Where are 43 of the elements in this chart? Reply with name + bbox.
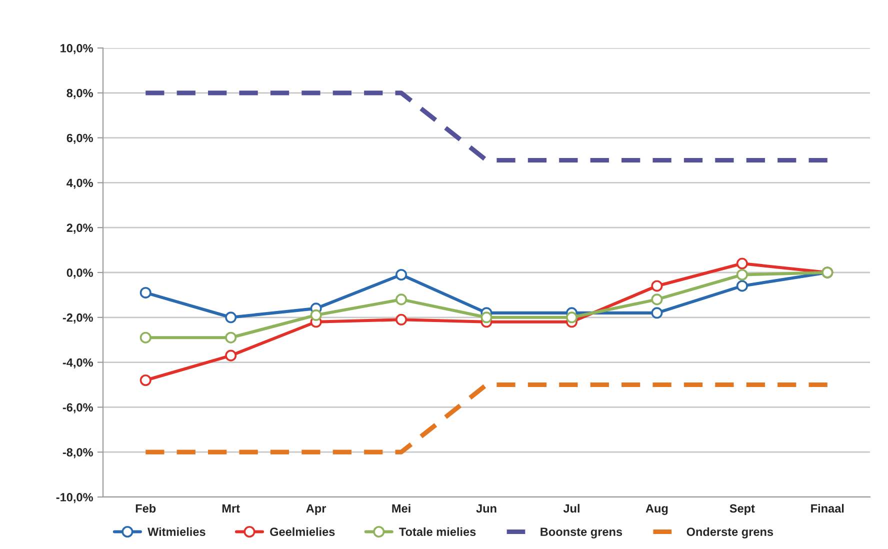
y-tick-label: 10,0% (60, 44, 93, 54)
point (651, 280, 663, 292)
point (225, 350, 237, 362)
point (396, 268, 408, 281)
legend-label: Geelmielies (270, 527, 335, 536)
point (736, 268, 748, 281)
y-tick-label: 0,0% (66, 268, 93, 279)
point (225, 312, 237, 324)
y-tick-label: -4,0% (62, 358, 93, 368)
x-tick-label: Jun (476, 504, 496, 513)
x-tick-label: Aug (646, 504, 668, 515)
legend-label: Witmielies (148, 527, 206, 536)
point (566, 312, 578, 324)
point (140, 286, 152, 298)
x-tick-label: Finaal (811, 504, 844, 513)
point (396, 294, 408, 306)
point (140, 332, 152, 344)
y-tick-label: -2,0% (62, 313, 93, 324)
y-tick-label: -10,0% (56, 493, 93, 504)
x-tick-label: Jul (563, 504, 580, 513)
point (651, 307, 663, 319)
x-tick-label: Sept (730, 504, 755, 515)
x-tick-label: Apr (306, 504, 326, 515)
y-tick-label: 2,0% (66, 224, 93, 234)
point (651, 294, 663, 306)
point (310, 309, 322, 321)
y-tick-label: -8,0% (62, 448, 93, 458)
point (736, 280, 748, 292)
legend-label: Totale mielies (399, 527, 476, 536)
x-tick-label: Mrt (222, 504, 240, 513)
point (140, 374, 152, 386)
point (225, 332, 237, 344)
point (480, 312, 492, 324)
legend-label: Onderste grens (686, 527, 774, 538)
x-tick-label: Feb (136, 504, 156, 513)
point (396, 314, 408, 326)
point (736, 258, 748, 270)
y-tick-label: 6,0% (66, 134, 93, 144)
legend-label: Boonste grens (540, 528, 622, 538)
y-tick-label: 4,0% (66, 178, 93, 189)
y-tick-label: -6,0% (62, 403, 93, 414)
x-tick-label: Mei (392, 504, 410, 513)
y-tick-label: 8,0% (66, 88, 93, 100)
